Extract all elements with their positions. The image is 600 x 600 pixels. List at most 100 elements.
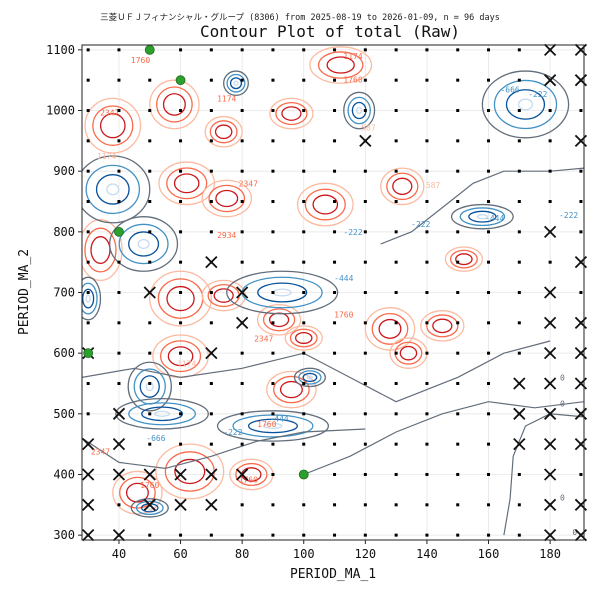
contour-line — [371, 312, 409, 345]
sample-point — [333, 291, 337, 294]
excluded-point-marker — [574, 498, 588, 511]
sample-point — [456, 381, 460, 385]
x-tick-label: 80 — [235, 547, 249, 561]
excluded-point-marker — [112, 407, 126, 420]
sample-point — [517, 291, 521, 294]
contour-level-label: 1760 — [239, 475, 258, 484]
contour-line — [92, 105, 134, 146]
sample-point — [179, 230, 183, 234]
sample-point — [179, 169, 183, 173]
sample-point — [394, 48, 398, 52]
sample-point — [209, 321, 213, 325]
sample-point — [456, 230, 460, 234]
sample-point — [117, 291, 121, 294]
sample-point — [487, 78, 491, 82]
contour-level-label: 1760 — [131, 56, 150, 65]
sample-point — [271, 260, 275, 264]
sample-point — [425, 442, 429, 446]
contour-line — [167, 346, 194, 367]
sample-point — [333, 442, 337, 446]
excluded-point-marker — [112, 468, 126, 481]
sample-point — [179, 139, 183, 143]
sample-point — [333, 109, 337, 113]
sample-point — [363, 48, 367, 52]
contour-level-label: 2934 — [217, 231, 236, 240]
sample-point — [394, 503, 398, 507]
sample-points — [86, 48, 583, 537]
contour-line — [302, 372, 318, 383]
contour-line — [306, 375, 314, 380]
contour-line — [141, 406, 184, 422]
sample-point — [209, 291, 213, 294]
sample-point — [363, 169, 367, 173]
sample-point — [517, 139, 521, 143]
sample-point — [302, 48, 306, 52]
contour-line — [139, 375, 160, 398]
excluded-point-marker — [543, 43, 557, 56]
grid-lines — [82, 45, 584, 540]
contour-line — [233, 80, 239, 86]
contour-line — [204, 115, 243, 148]
excluded-point-marker — [513, 438, 526, 451]
sample-point — [209, 48, 213, 52]
sample-point — [394, 442, 398, 446]
sample-point — [117, 200, 121, 204]
contour-line — [263, 422, 283, 430]
sample-point — [179, 442, 183, 446]
contour-line — [162, 93, 186, 116]
sample-point — [179, 48, 183, 52]
sample-point — [302, 291, 306, 294]
contour-level-label: -222 — [223, 428, 242, 437]
sample-point — [333, 351, 337, 355]
excluded-point-marker — [236, 468, 249, 481]
contour-level-label: 587 — [361, 124, 376, 133]
contour-level-label: 1174 — [177, 360, 196, 369]
sample-point — [148, 169, 152, 173]
best-point-marker — [144, 44, 155, 55]
sample-point — [86, 412, 90, 416]
contour-line — [493, 79, 558, 130]
contour-line — [247, 418, 298, 434]
sample-point — [517, 200, 521, 204]
contour-line — [226, 73, 246, 93]
contour-level-label: 1760 — [257, 420, 276, 429]
sample-point — [179, 200, 183, 204]
contour-line — [309, 46, 373, 84]
y-tick-label: 1100 — [46, 43, 75, 57]
sample-point — [302, 139, 306, 143]
contour-line — [476, 214, 488, 220]
sample-point — [302, 412, 306, 416]
contour-line — [149, 270, 212, 327]
sample-point — [86, 291, 90, 294]
sample-point — [86, 381, 90, 385]
sample-point — [148, 321, 152, 325]
sample-point — [148, 230, 152, 234]
sample-point — [333, 472, 337, 476]
sample-point — [394, 78, 398, 82]
sample-point — [363, 351, 367, 355]
sample-point — [579, 291, 583, 294]
excluded-point-marker — [82, 468, 95, 481]
excluded-point-marker — [574, 316, 588, 329]
contour-line — [166, 285, 195, 312]
contour-line — [109, 216, 179, 272]
sample-point — [487, 230, 491, 234]
contour-line — [226, 270, 339, 315]
contour-level-label: -444 — [269, 415, 288, 424]
sample-point — [456, 139, 460, 143]
sample-point — [302, 442, 306, 446]
contour-line — [99, 113, 126, 139]
contour-line — [268, 312, 290, 328]
contour-line — [293, 367, 326, 388]
sample-point — [240, 169, 244, 173]
contour-line — [380, 167, 584, 245]
contour-level-label: 1174 — [217, 94, 236, 103]
sample-point — [394, 169, 398, 173]
sample-point — [579, 109, 583, 113]
excluded-point-marker — [174, 468, 187, 481]
sample-point — [548, 169, 552, 173]
excluded-points — [82, 43, 588, 542]
contour-line — [166, 167, 208, 200]
sample-point — [271, 351, 275, 355]
contour-line — [317, 51, 364, 79]
